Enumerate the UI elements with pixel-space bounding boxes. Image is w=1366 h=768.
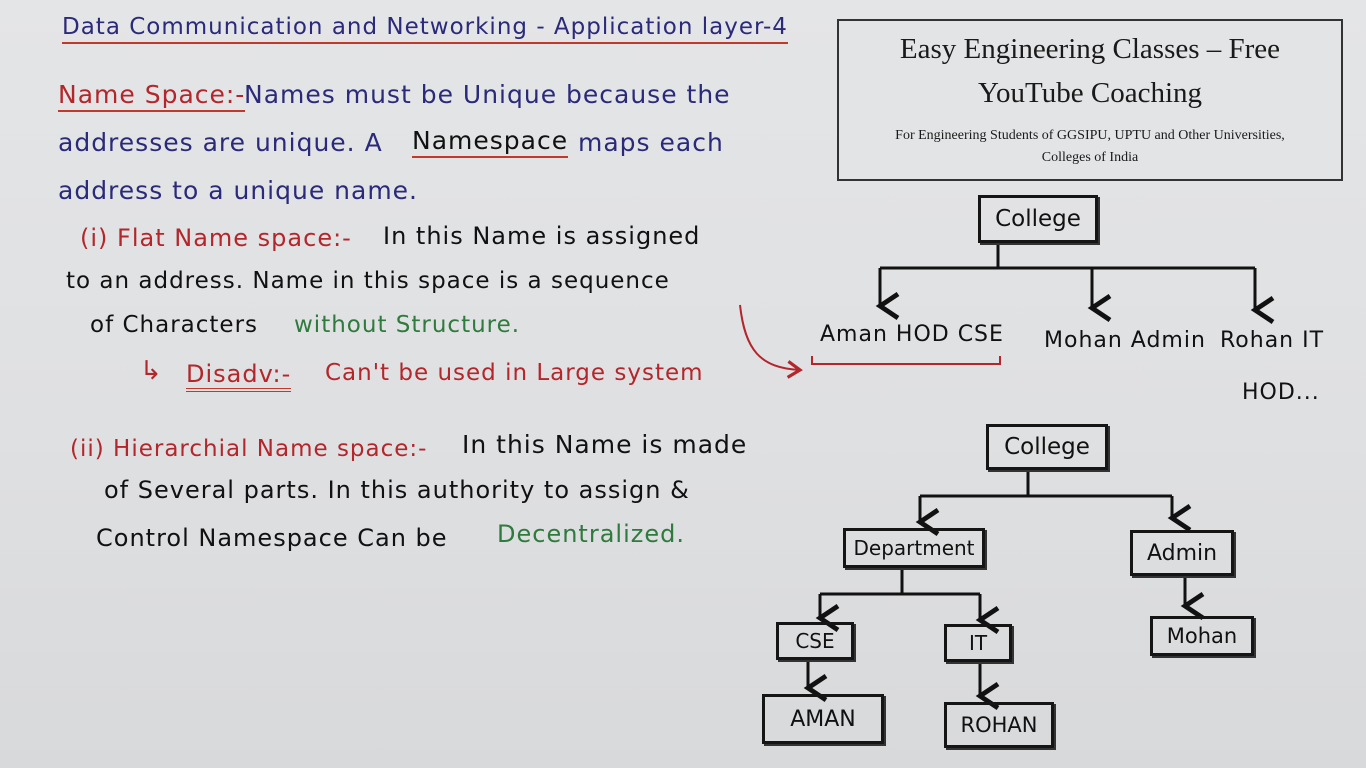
hier-line-3a: Control Namespace Can be [96, 524, 448, 552]
hier-tree-root-label: College [1004, 434, 1090, 460]
namespace-line-1: Names must be Unique because the [244, 80, 731, 109]
hier-line-1: In this Name is made [462, 430, 748, 459]
banner-line-2: YouTube Coaching [978, 77, 1202, 109]
disadv-text: Can't be used in Large system [325, 360, 704, 386]
namespace-line-2a: addresses are unique. A [58, 128, 383, 157]
flat-tree-root-label: College [995, 206, 1081, 232]
banner-line-4: Colleges of India [1041, 150, 1139, 165]
hier-node-rohan-label: ROHAN [960, 713, 1038, 737]
flat-line-3b: without Structure. [294, 312, 521, 338]
flat-tree-extra: HOD... [1242, 380, 1320, 405]
banner-line-3: For Engineering Students of GGSIPU, UPTU… [895, 128, 1285, 143]
namespace-line-2c: maps each [578, 128, 724, 157]
banner-line-1: Easy Engineering Classes – Free [899, 33, 1281, 65]
hier-node-department: Department [843, 528, 985, 568]
hier-node-mohan-label: Mohan [1166, 624, 1238, 648]
disadv-label: Disadv:- [186, 360, 292, 392]
flat-line-1: In this Name is assigned [383, 222, 701, 250]
hier-line-2: of Several parts. In this authority to a… [104, 476, 690, 504]
hier-node-aman: AMAN [762, 694, 884, 744]
flat-heading: (i) Flat Name space:- [80, 224, 352, 252]
hier-node-aman-label: AMAN [790, 706, 856, 732]
hier-node-cse: CSE [776, 622, 854, 660]
flat-tree-root: College [978, 195, 1098, 243]
hier-node-admin: Admin [1130, 530, 1234, 576]
disadv-arrow: ↳ [140, 356, 163, 386]
namespace-line-3: address to a unique name. [58, 176, 418, 205]
hier-node-it: IT [944, 624, 1012, 662]
hier-tree-root: College [986, 424, 1108, 470]
hier-node-department-label: Department [853, 536, 975, 560]
hier-node-it-label: IT [968, 631, 988, 655]
namespace-heading: Name Space:- [58, 80, 246, 112]
hier-heading: (ii) Hierarchial Name space:- [70, 436, 428, 462]
hier-node-cse-label: CSE [795, 629, 835, 653]
hier-node-admin-label: Admin [1146, 540, 1218, 566]
namespace-term: Namespace [412, 126, 569, 158]
flat-line-3a: of Characters [90, 312, 259, 338]
hier-node-rohan: ROHAN [944, 702, 1054, 748]
flat-tree-child-2: Mohan Admin [1044, 328, 1206, 353]
flat-line-2: to an address. Name in this space is a s… [66, 268, 670, 294]
hier-line-3b: Decentralized. [497, 520, 685, 548]
flat-tree-child-3: Rohan IT [1220, 328, 1325, 353]
page-title: Data Communication and Networking - Appl… [62, 14, 788, 44]
hier-node-mohan: Mohan [1150, 616, 1254, 656]
channel-banner: Easy Engineering Classes – Free YouTube … [837, 19, 1343, 181]
flat-tree-child-1: Aman HOD CSE [820, 322, 1004, 347]
